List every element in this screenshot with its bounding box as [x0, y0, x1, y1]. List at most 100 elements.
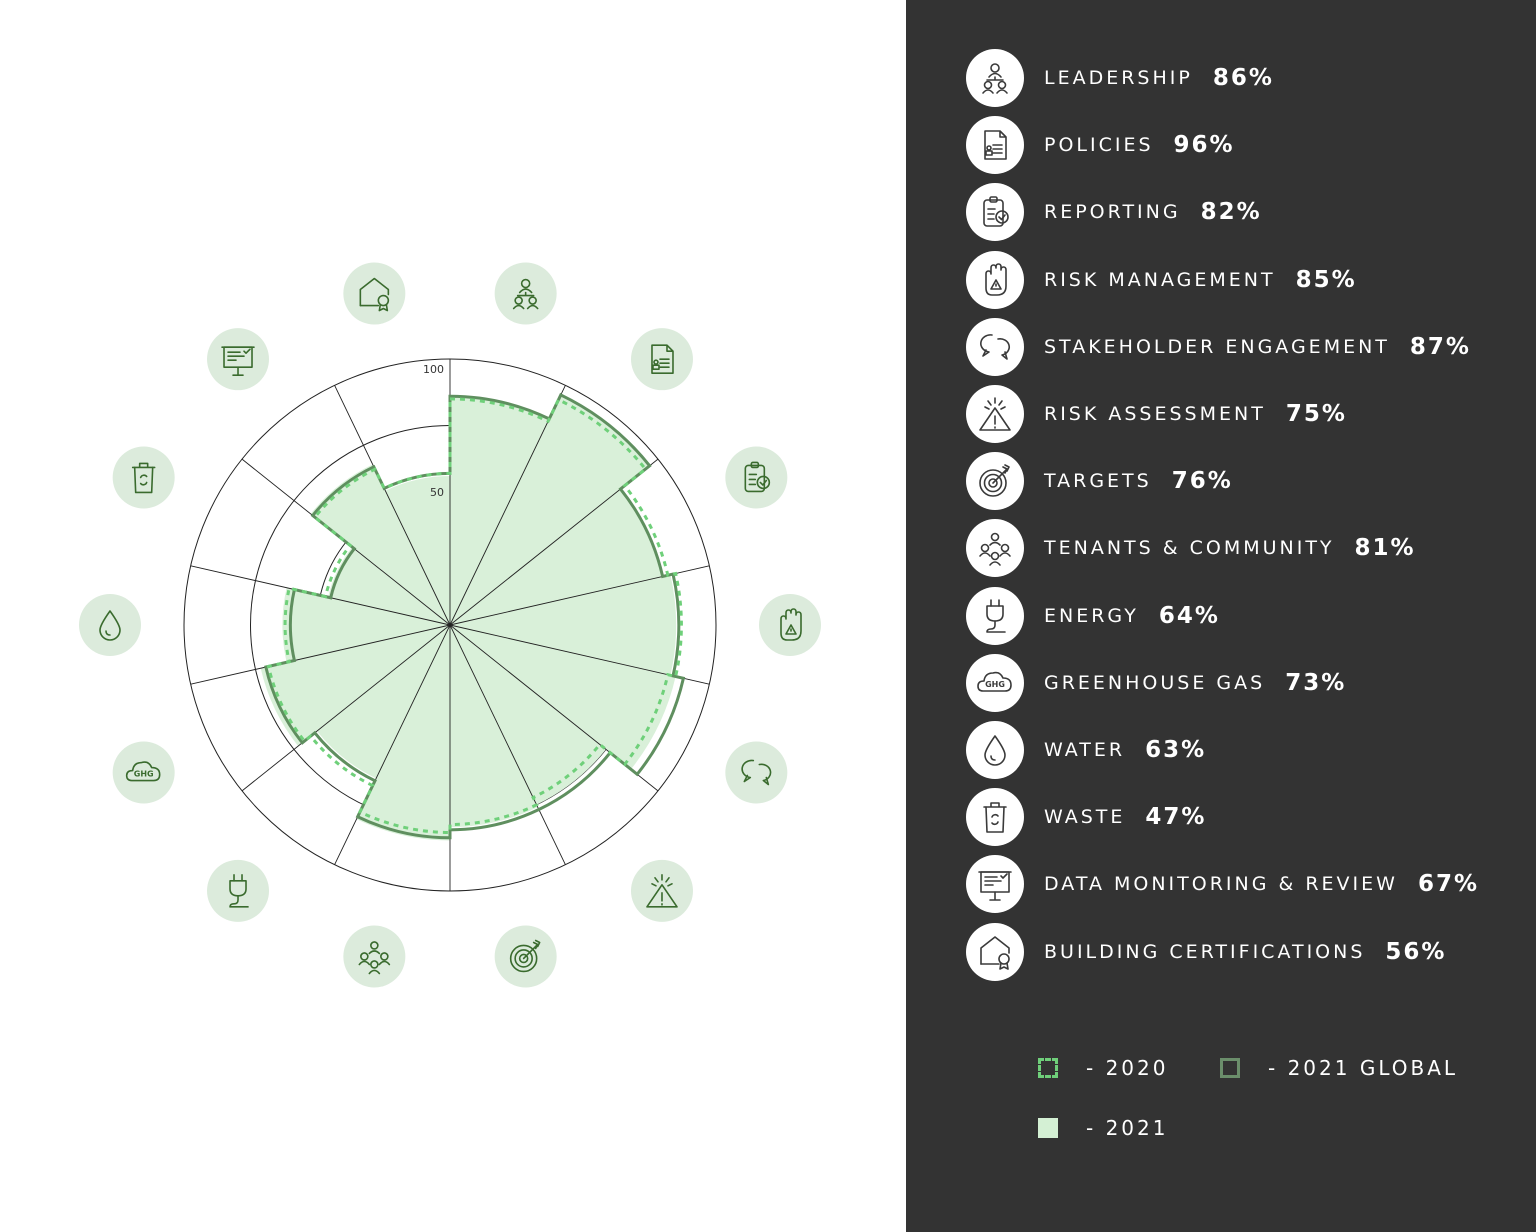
wedge-2021-2	[450, 489, 663, 625]
wedge-2021-13	[385, 476, 450, 625]
leadership-icon	[512, 278, 539, 310]
category-value: 85%	[1295, 266, 1357, 293]
spoke-4	[449, 624, 710, 685]
legend-swatch	[1038, 1058, 1058, 1078]
chart-badge-waste	[112, 446, 175, 509]
wedge-2021-8	[316, 625, 450, 779]
category-value: 47%	[1145, 804, 1207, 831]
chart-badge-data-monitoring	[207, 328, 270, 391]
svg-text:GHG: GHG	[134, 770, 154, 779]
category-badge	[966, 183, 1024, 242]
wedge-2021-6	[450, 625, 538, 828]
chart-badge-risk-assessment	[630, 859, 693, 922]
category-value: 75%	[1285, 401, 1347, 427]
category-row: RISK MANAGEMENT 85%	[966, 250, 1357, 309]
category-value: 56%	[1385, 938, 1447, 965]
category-row: DATA MONITORING & REVIEW 67%	[966, 855, 1479, 914]
category-label: RISK MANAGEMENT	[1044, 268, 1276, 291]
category-value: 63%	[1145, 737, 1207, 763]
legend-item-dashed: - 2020	[1038, 1056, 1168, 1080]
legend-item-outline: - 2021 GLOBAL	[1220, 1056, 1458, 1080]
leadership-icon	[982, 63, 1008, 94]
category-value: 86%	[1212, 65, 1274, 91]
category-row: TENANTS & COMMUNITY 81%	[966, 519, 1416, 578]
category-badge	[966, 788, 1024, 847]
wedge-2021-3	[450, 574, 677, 676]
category-badge	[966, 721, 1024, 779]
category-row: LEADERSHIP 86%	[966, 49, 1274, 107]
category-value: 81%	[1354, 535, 1416, 562]
wedge-2021-11	[328, 547, 450, 625]
policies-icon	[651, 344, 674, 374]
category-value: 96%	[1173, 132, 1235, 159]
category-badge	[966, 922, 1024, 981]
greenhouse-gas-icon: GHG	[977, 671, 1012, 692]
category-label: GREENHOUSE GAS	[1044, 671, 1266, 694]
series-2021	[260, 394, 677, 841]
category-label: BUILDING CERTIFICATIONS	[1044, 940, 1366, 963]
category-row: TARGETS 76%	[966, 452, 1233, 511]
category-value: 73%	[1285, 669, 1347, 696]
category-row: BUILDING CERTIFICATIONS 56%	[966, 922, 1447, 981]
water-icon	[984, 735, 1006, 766]
legend-label: - 2020	[1086, 1056, 1169, 1080]
legend-item-filled: - 2021	[1038, 1116, 1168, 1140]
chart-badge-greenhouse-gas: GHG	[112, 741, 175, 804]
wedge-2021-10	[282, 587, 450, 663]
series-2021-global	[264, 392, 686, 840]
chart-badge-stakeholder-engagement	[725, 741, 788, 804]
water-icon	[99, 610, 121, 641]
energy-icon	[986, 598, 1006, 633]
chart-panel: 100 50 GHG	[79, 262, 821, 988]
legend-swatch	[1038, 1118, 1058, 1138]
category-label: STAKEHOLDER ENGAGEMENT	[1044, 335, 1390, 358]
wedge-2021-5	[450, 625, 606, 805]
category-label: TARGETS	[1044, 470, 1152, 493]
category-value: 64%	[1158, 602, 1220, 629]
category-label: REPORTING	[1044, 201, 1181, 224]
waste-icon	[983, 802, 1007, 833]
risk-management-icon	[985, 262, 1007, 296]
category-row: REPORTING 82%	[966, 183, 1262, 242]
category-row: GHG GREENHOUSE GAS 73%	[966, 653, 1347, 712]
wedge-2021-0	[450, 396, 550, 625]
risk-assessment-icon	[646, 874, 678, 908]
legend-label: - 2021 GLOBAL	[1268, 1056, 1459, 1080]
wedge-2021-12	[310, 464, 450, 625]
category-label: LEADERSHIP	[1044, 67, 1193, 89]
legend-swatch	[1220, 1058, 1240, 1078]
category-label: ENERGY	[1044, 604, 1139, 627]
spoke-10	[190, 624, 451, 685]
category-panel: LEADERSHIP 86% POLICIES 96% REPORTING 82% RISK…	[906, 0, 1536, 1232]
data-monitoring-icon	[978, 871, 1012, 902]
spoke-1	[449, 385, 566, 626]
category-label: TENANTS & COMMUNITY	[1044, 537, 1335, 560]
chart-badge-tenants-community	[343, 925, 406, 988]
category-label: RISK ASSESSMENT	[1044, 403, 1266, 425]
energy-icon	[229, 874, 249, 908]
category-value: 76%	[1171, 468, 1233, 495]
tenants-community-icon	[358, 941, 391, 975]
building-certifications-icon	[980, 935, 1010, 970]
category-label: DATA MONITORING & REVIEW	[1044, 873, 1398, 896]
stakeholder-engagement-icon	[980, 333, 1011, 360]
greenhouse-gas-icon: GHG	[125, 761, 161, 782]
wedge-2021-4	[450, 625, 676, 770]
chart-badge-risk-management	[759, 594, 821, 656]
svg-text:GHG: GHG	[985, 680, 1005, 689]
reporting-icon	[983, 196, 1009, 228]
policies-icon	[984, 130, 1007, 160]
category-badge	[966, 49, 1024, 107]
chart-badge-reporting	[725, 446, 788, 509]
category-label: POLICIES	[1044, 134, 1154, 157]
tick-label-100: 100	[423, 363, 444, 376]
category-row: WATER 63%	[966, 721, 1206, 779]
risk-assessment-icon	[979, 397, 1011, 431]
legend-label: - 2021	[1086, 1116, 1169, 1140]
wedge-2021-7	[356, 625, 450, 841]
spoke-8	[334, 624, 451, 865]
category-label: WASTE	[1044, 806, 1126, 829]
category-badge	[966, 317, 1024, 376]
chart-badge-building-certifications	[343, 262, 406, 325]
category-badge	[966, 855, 1024, 914]
